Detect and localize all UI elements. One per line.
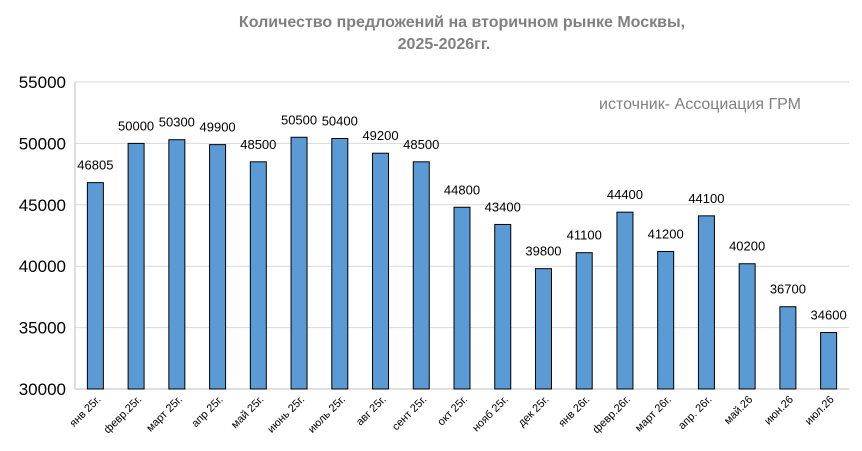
data-label: 44400 bbox=[607, 187, 643, 202]
data-label: 41100 bbox=[567, 228, 602, 243]
data-label: 50300 bbox=[159, 115, 195, 130]
x-tick-label: июн.26 bbox=[762, 394, 796, 428]
x-tick-labels: янв 25г.февр.25г. март 25г. апр 25г. май 25… bbox=[67, 394, 836, 437]
x-tick-label: март 25г. bbox=[144, 394, 185, 435]
bars bbox=[86, 136, 838, 390]
data-labels: 46805 50000 50300 49900 48500 50500 50400 49200… bbox=[77, 112, 846, 322]
bar bbox=[127, 142, 145, 390]
x-tick-label: июнь 25г. bbox=[265, 394, 307, 436]
data-label: 44800 bbox=[444, 182, 480, 197]
x-tick-label: дек 25г. bbox=[516, 394, 552, 430]
bar bbox=[290, 136, 308, 390]
y-tick-label: 30000 bbox=[19, 380, 66, 399]
y-tick-label: 35000 bbox=[19, 319, 66, 338]
x-tick-label: окт 25г. bbox=[435, 394, 470, 429]
x-tick-label: февр.25г. bbox=[102, 394, 145, 437]
data-label: 41200 bbox=[648, 226, 684, 241]
chart-title-line1: Количество предложений на вторичном рынк… bbox=[239, 14, 685, 31]
data-label: 43400 bbox=[485, 199, 521, 214]
bar bbox=[738, 263, 756, 390]
bar bbox=[657, 250, 675, 390]
x-tick-label: янв 26г. bbox=[556, 394, 592, 430]
bar bbox=[616, 211, 634, 390]
x-tick-label: апр. 26г. bbox=[676, 394, 714, 432]
data-label: 50400 bbox=[322, 113, 358, 128]
y-tick-label: 45000 bbox=[19, 196, 66, 215]
bar bbox=[372, 152, 390, 390]
bar bbox=[86, 182, 104, 390]
source-annotation: источник- Ассоциация ГРМ bbox=[599, 96, 801, 113]
y-tick-label: 50000 bbox=[19, 134, 66, 153]
bar bbox=[779, 306, 797, 390]
chart-title-line2: 2025-2026гг. bbox=[398, 36, 491, 53]
x-tick-label: нояб 25г. bbox=[470, 394, 511, 435]
data-label: 46805 bbox=[77, 158, 113, 173]
bar bbox=[575, 252, 593, 390]
x-tick-label: сент 25г. bbox=[390, 394, 429, 433]
data-label: 49200 bbox=[362, 128, 398, 143]
x-tick-label: июль 25г. bbox=[306, 394, 348, 436]
data-label: 48500 bbox=[240, 137, 276, 152]
y-tick-label: 55000 bbox=[19, 73, 66, 92]
x-tick-label: март 26г. bbox=[633, 394, 674, 435]
data-label: 39800 bbox=[525, 244, 561, 259]
x-tick-label: май.26 bbox=[722, 394, 755, 427]
bar bbox=[534, 268, 552, 390]
bar bbox=[168, 139, 186, 390]
data-label: 48500 bbox=[403, 137, 439, 152]
data-label: 44100 bbox=[688, 191, 724, 206]
x-tick-label: янв 25г. bbox=[67, 394, 103, 430]
data-label: 40200 bbox=[729, 239, 765, 254]
bar bbox=[453, 206, 471, 390]
bar bbox=[249, 161, 267, 390]
x-tick-label: июл.26 bbox=[803, 394, 837, 428]
y-tick-label: 40000 bbox=[19, 257, 66, 276]
x-tick-label: февр.26г. bbox=[591, 394, 634, 437]
y-tick-labels: 30000 35000 40000 45000 50000 55000 bbox=[19, 73, 66, 399]
x-tick-label: май 25г. bbox=[229, 394, 266, 431]
bar bbox=[820, 332, 838, 390]
bar bbox=[494, 223, 512, 390]
bar bbox=[209, 144, 227, 390]
data-label: 49900 bbox=[200, 120, 236, 135]
data-label: 34600 bbox=[811, 308, 847, 323]
x-tick-label: авг 25г. bbox=[354, 394, 389, 429]
bar bbox=[697, 215, 715, 390]
data-label: 36700 bbox=[770, 282, 806, 297]
data-label: 50500 bbox=[281, 112, 317, 127]
data-label: 50000 bbox=[118, 118, 154, 133]
x-tick-label: апр 25г. bbox=[189, 394, 225, 430]
bar bbox=[412, 161, 430, 390]
bar bbox=[331, 137, 349, 390]
